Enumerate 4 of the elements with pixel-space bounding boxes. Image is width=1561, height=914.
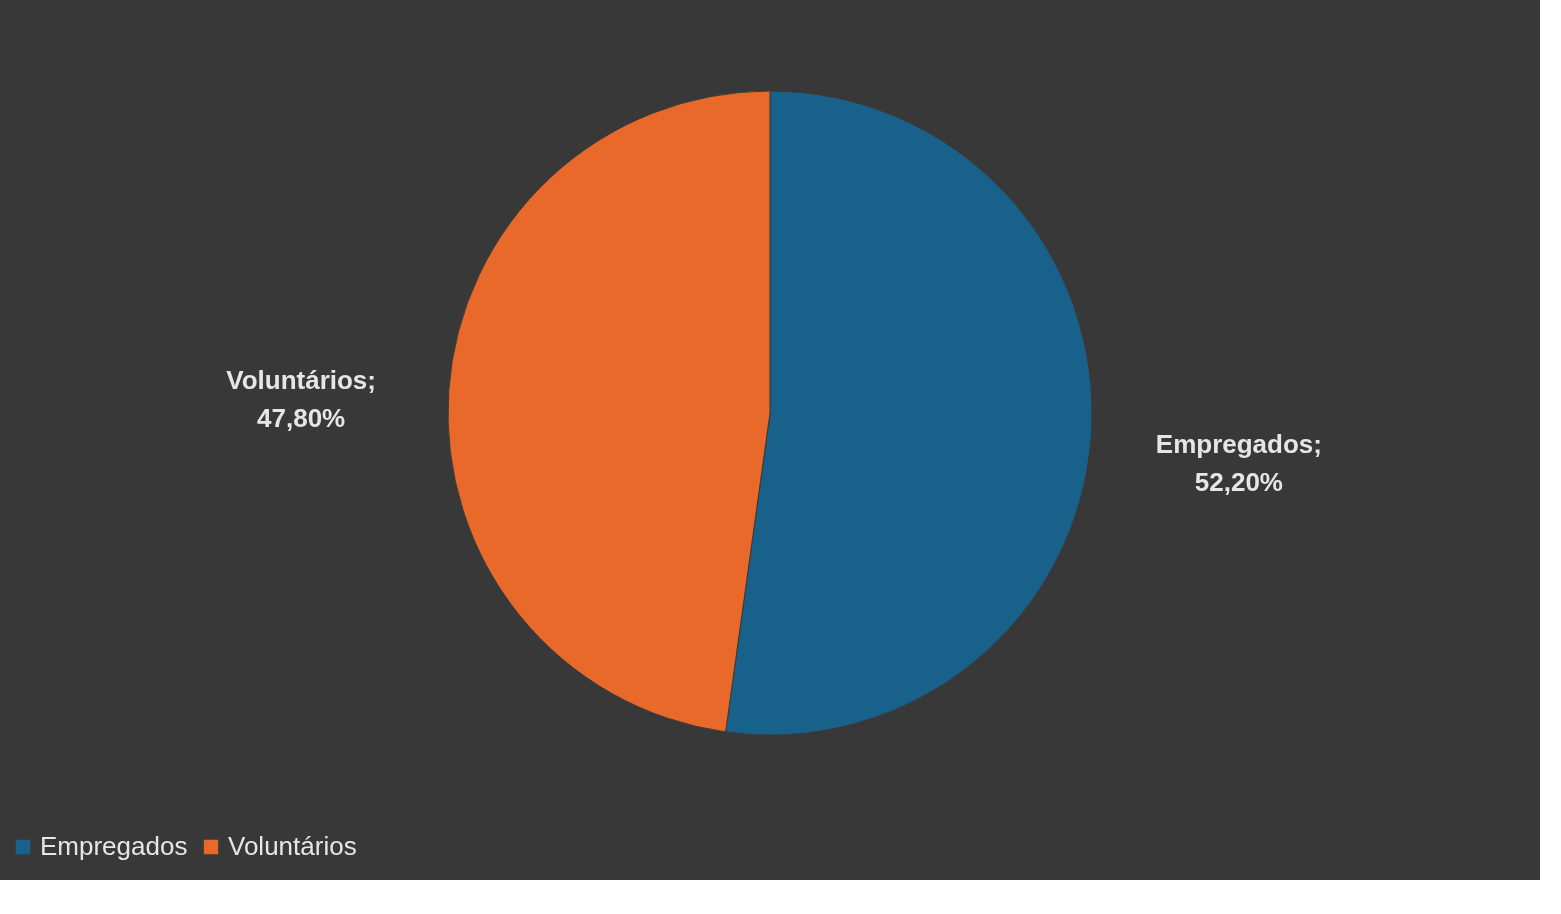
data-label: Voluntários; 47,80% xyxy=(226,364,376,433)
legend-label: Empregados xyxy=(40,831,188,861)
legend-label: Voluntários xyxy=(228,831,357,861)
data-label: Empregados; 52,20% xyxy=(1155,429,1322,498)
